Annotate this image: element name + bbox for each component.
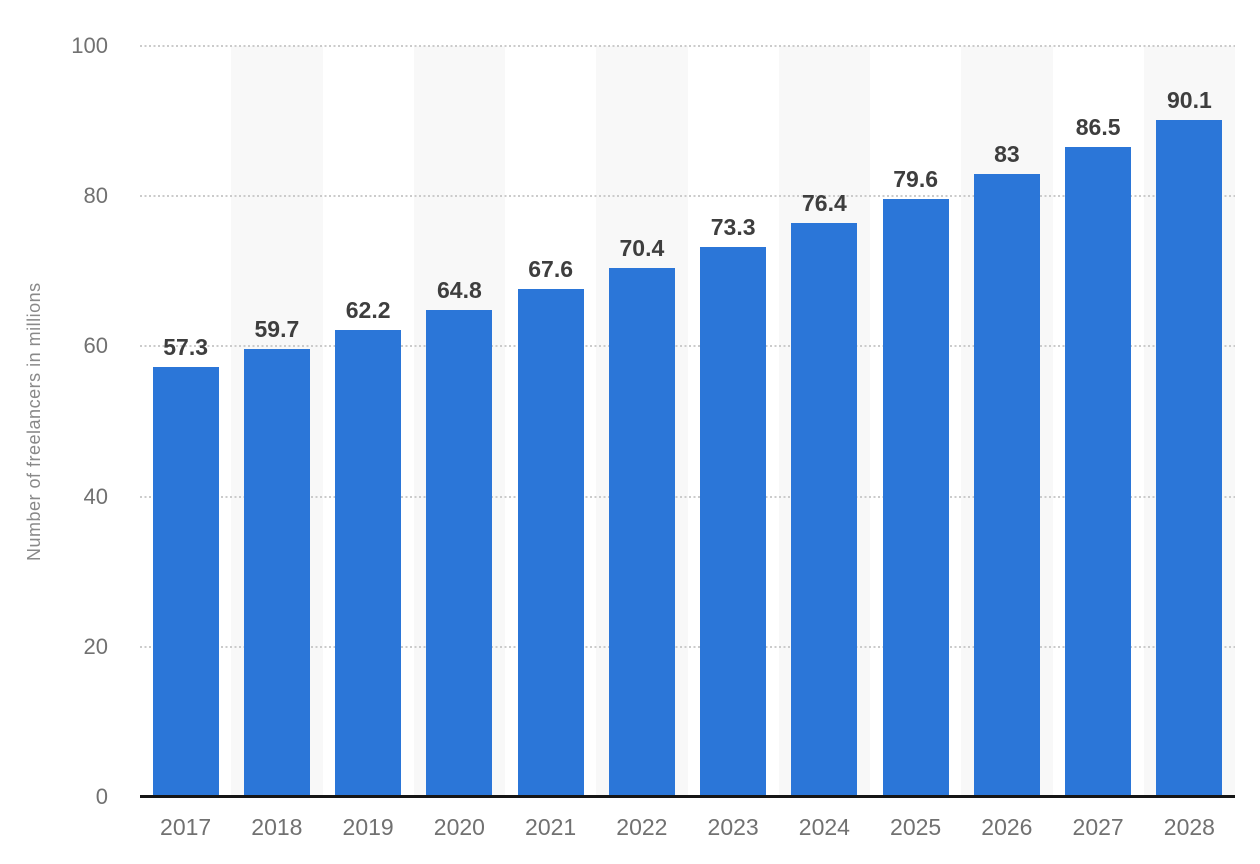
bar-2028[interactable] [1156,120,1223,797]
y-tick-label: 0 [95,784,108,809]
x-tick-label: 2025 [890,814,942,840]
bar-value-label: 86.5 [1075,114,1121,141]
x-tick-label: 2018 [251,814,303,840]
bar-value-label: 90.1 [1166,87,1212,114]
bar-2023[interactable] [700,246,767,797]
bar-2026[interactable] [973,173,1040,797]
x-tick-label: 2024 [798,814,850,840]
gridline [140,45,1235,47]
gridline [140,195,1235,198]
bar-2021[interactable] [517,289,584,797]
x-axis-line [140,795,1235,798]
bar-2019[interactable] [335,329,402,797]
y-tick-label: 100 [71,33,108,58]
bar-value-label: 59.7 [254,315,300,342]
bar-2022[interactable] [608,268,675,797]
bar-2024[interactable] [791,223,858,797]
gridline [140,495,1235,498]
bar-value-label: 70.4 [619,235,665,262]
bar-2017[interactable] [152,366,219,797]
x-tick-label: 2023 [707,814,759,840]
bar-value-label: 57.3 [163,333,208,360]
y-tick-label: 80 [83,183,108,209]
bar-2025[interactable] [882,199,949,797]
x-tick-label: 2019 [342,814,394,840]
bar-value-label: 76.4 [801,190,847,217]
bar-value-label: 83 [994,140,1020,167]
x-tick-label: 2017 [160,814,212,840]
bar-2018[interactable] [243,348,310,797]
bar-value-label: 67.6 [528,256,573,283]
bar-value-label: 79.6 [893,166,938,193]
x-tick-label: 2028 [1163,814,1215,840]
x-tick-label: 2022 [616,814,668,840]
plot-area: 57.3 59.7 62.2 64.8 67.6 70.4 73.3 76.4 79.6 83 86… [140,45,1235,797]
bar-2027[interactable] [1065,147,1132,797]
bar-2020[interactable] [426,310,493,797]
gridline [140,645,1235,648]
y-tick-label: 60 [83,333,108,359]
x-tick-label: 2020 [433,814,485,840]
bar-value-label: 64.8 [436,277,482,304]
y-axis-title: Number of freelancers in millions [24,282,44,561]
bar-value-label: 73.3 [710,213,756,240]
y-tick-label: 20 [83,633,108,659]
bar-value-label: 62.2 [345,296,391,323]
x-tick-label: 2027 [1072,814,1124,840]
x-tick-label: 2021 [525,814,577,840]
gridline [140,345,1235,348]
y-tick-label: 40 [83,483,108,509]
x-tick-label: 2026 [981,814,1033,840]
